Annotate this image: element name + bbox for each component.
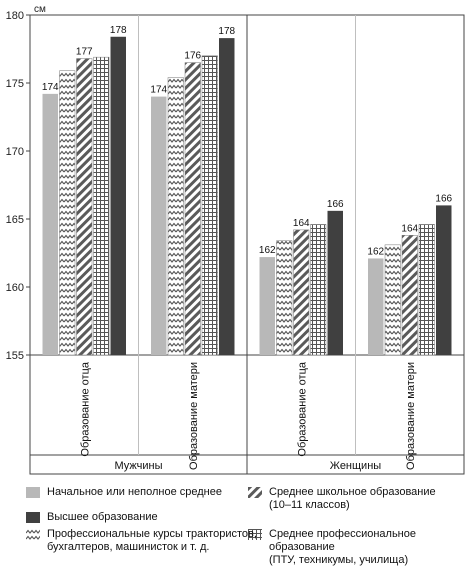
bar <box>110 36 126 355</box>
data-label: 177 <box>76 47 93 58</box>
bar <box>310 224 327 356</box>
data-label: 178 <box>110 25 127 36</box>
bar <box>201 55 218 356</box>
bar <box>276 240 293 356</box>
y-unit-label: см <box>34 4 46 15</box>
data-label: 176 <box>184 51 201 62</box>
bar <box>368 258 384 355</box>
data-label: 162 <box>259 245 276 256</box>
y-tick-label: 155 <box>6 350 24 362</box>
legend-item: Среднее школьное образование (10–11 клас… <box>248 486 436 512</box>
category-label: Образование матери <box>405 362 417 470</box>
legend-swatch <box>248 529 262 540</box>
legend-label: Среднее школьное образование (10–11 клас… <box>269 486 436 511</box>
legend-label: Профессиональные курсы трактористов, бух… <box>47 528 257 553</box>
bar <box>327 210 343 355</box>
legend-item: Профессиональные курсы трактористов, бух… <box>26 528 257 554</box>
legend-item: Высшее образование <box>26 511 158 524</box>
legend-item: Начальное или неполное среднее <box>26 486 222 499</box>
data-label: 162 <box>367 246 384 257</box>
bars <box>42 36 452 356</box>
data-label: 164 <box>401 223 418 234</box>
bar <box>151 96 167 355</box>
legend-swatch <box>248 487 262 498</box>
bar <box>167 77 184 356</box>
bar <box>184 62 201 356</box>
data-label: 164 <box>293 218 310 229</box>
category-label: Образование матери <box>188 362 200 470</box>
bar <box>436 205 452 355</box>
legend-label: Среднее профессиональное образование (ПТ… <box>269 528 416 566</box>
bar <box>76 58 93 356</box>
data-label: 166 <box>327 199 344 210</box>
group-label: Мужчины <box>114 460 162 472</box>
y-tick-label: 180 <box>6 10 24 22</box>
data-labels: 174 177 178 174 176 178 162 164 166 162 164 166 <box>42 25 453 258</box>
legend-swatch <box>26 487 40 498</box>
category-label: Образование отца <box>296 361 308 456</box>
category-labels: Образование отца Образование матери Мужчин… <box>79 361 417 472</box>
bar <box>418 224 435 356</box>
data-label: 174 <box>150 85 167 96</box>
data-label: 174 <box>42 82 59 93</box>
category-label: Образование отца <box>79 361 91 456</box>
legend-label: Высшее образование <box>47 511 158 523</box>
group-label: Женщины <box>330 460 381 472</box>
y-tick-label: 165 <box>6 214 24 226</box>
legend-swatch <box>26 529 40 540</box>
y-tick-label: 170 <box>6 146 24 158</box>
data-label: 166 <box>435 193 452 204</box>
y-axis: 155 160 165 170 175 180 см <box>6 4 46 362</box>
bar <box>384 244 401 356</box>
legend-label: Начальное или неполное среднее <box>47 486 222 498</box>
y-tick-label: 160 <box>6 282 24 294</box>
bar <box>93 56 110 356</box>
bar <box>42 93 58 355</box>
bar <box>259 257 275 355</box>
bar <box>219 38 235 356</box>
bar <box>401 235 418 356</box>
legend-item: Среднее профессиональное образование (ПТ… <box>248 528 474 567</box>
legend: Начальное или неполное среднее Среднее шк… <box>0 478 474 566</box>
bar <box>293 229 310 356</box>
legend-swatch <box>26 512 40 523</box>
y-tick-label: 175 <box>6 78 24 90</box>
bar <box>59 70 76 356</box>
data-label: 178 <box>218 26 235 37</box>
